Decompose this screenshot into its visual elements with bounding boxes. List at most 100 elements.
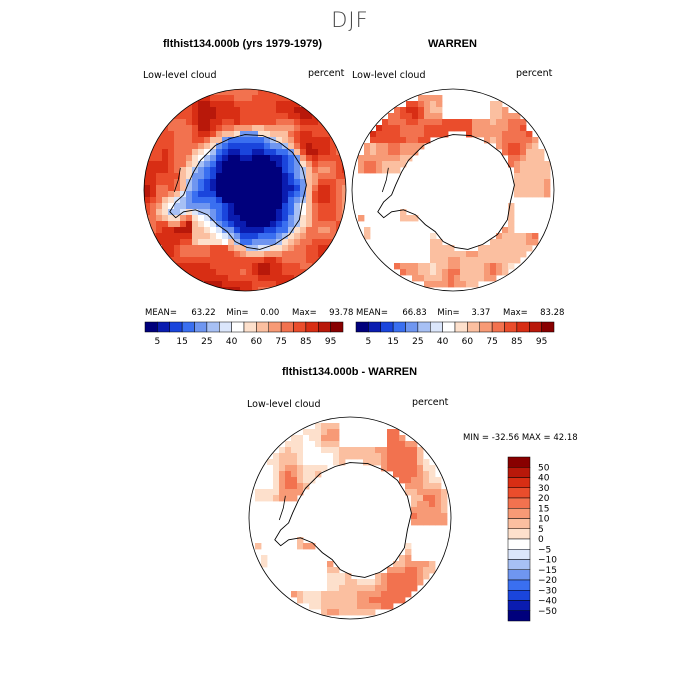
panel2-colorbar-swatch bbox=[380, 321, 394, 333]
panel3-colorbar-swatch bbox=[507, 456, 531, 468]
panel2-colorbar-tick-label: 15 bbox=[387, 337, 398, 347]
panel2-colorbar-swatch bbox=[417, 321, 431, 333]
panel1-colorbar-swatch bbox=[318, 321, 331, 333]
panel3-map bbox=[249, 417, 451, 619]
panel3-colorbar-tick-label: 50 bbox=[538, 463, 550, 473]
panel2-colorbar-swatch bbox=[529, 321, 542, 333]
panel3-colorbar-tick-label: 30 bbox=[538, 484, 550, 494]
panel3-colorbar-swatch bbox=[507, 610, 531, 622]
panel2-max-label: Max= bbox=[503, 308, 528, 318]
panel3-colorbar-tick-label: 5 bbox=[538, 525, 544, 535]
panel2-colorbar-swatch bbox=[392, 321, 406, 333]
panel3-colorbar-tick-label: −10 bbox=[538, 556, 557, 566]
panel1-colorbar-swatch bbox=[169, 321, 183, 333]
panel2-min-label: Min= bbox=[437, 308, 460, 318]
panel3-colorbar-swatch bbox=[507, 590, 531, 601]
panel3-colorbar-swatch bbox=[507, 487, 531, 499]
panel2-colorbar-tick-label: 5 bbox=[366, 337, 372, 347]
panel3-colorbar-swatch bbox=[507, 579, 531, 591]
panel1-colorbar-swatch bbox=[194, 321, 208, 333]
panel2-colorbar-swatch bbox=[405, 321, 419, 333]
panel2-title: WARREN bbox=[428, 38, 477, 50]
panel2-mean-label: MEAN= bbox=[356, 308, 388, 318]
panel1-colorbar-tick-label: 15 bbox=[176, 337, 187, 347]
panel3-colorbar-swatch bbox=[507, 600, 531, 611]
panel2-min-value: 3.37 bbox=[471, 308, 491, 318]
panel3-variable-label: Low-level cloud bbox=[247, 399, 321, 410]
panel1-colorbar-swatch bbox=[268, 321, 282, 333]
panel3-colorbar-swatch bbox=[507, 528, 531, 540]
panel3-colorbar-swatch bbox=[507, 477, 531, 488]
panel3-min-max: MIN = -32.56 MAX = 42.18 bbox=[463, 433, 578, 443]
panel2-colorbar-swatch bbox=[504, 321, 518, 333]
panel1-mean-value: 63.22 bbox=[191, 308, 216, 318]
panel3-colorbar-swatch bbox=[507, 467, 531, 478]
panel1-mean-label: MEAN= bbox=[145, 308, 177, 318]
panel2-colorbar-tick-label: 95 bbox=[536, 337, 547, 347]
panel1-colorbar-tick-label: 60 bbox=[251, 337, 263, 347]
panel2-colorbar-swatch bbox=[430, 321, 443, 333]
panel3-colorbar-swatch bbox=[507, 538, 531, 550]
panel1-colorbar-tick-label: 5 bbox=[155, 337, 161, 347]
panel2-map bbox=[352, 89, 554, 291]
panel3-colorbar-swatch bbox=[507, 569, 531, 581]
panel1-colorbar-swatch bbox=[144, 321, 158, 333]
panel3-colorbar-tick-label: 15 bbox=[538, 504, 549, 514]
panel1-min-label: Min= bbox=[226, 308, 249, 318]
panel3-colorbar-swatch bbox=[507, 549, 531, 560]
panel3-colorbar-tick-label: −20 bbox=[538, 576, 557, 586]
panel1-colorbar-tick-label: 95 bbox=[325, 337, 336, 347]
panel2-colorbar-swatch bbox=[454, 321, 468, 333]
panel1-units-label: percent bbox=[308, 68, 345, 79]
panel2-max-value: 83.28 bbox=[540, 308, 565, 318]
panel3-title: flthist134.000b - WARREN bbox=[282, 366, 418, 378]
panel2-colorbar-swatch bbox=[467, 321, 481, 333]
panel2-colorbar-swatch bbox=[491, 321, 505, 333]
panel2-colorbar-tick-label: 75 bbox=[486, 337, 497, 347]
panel1-colorbar-swatch bbox=[219, 321, 232, 333]
panel1-colorbar-swatch bbox=[305, 321, 319, 333]
panel1-colorbar-tick-label: 85 bbox=[300, 337, 311, 347]
panel3-colorbar-tick-label: 0 bbox=[538, 535, 544, 545]
panel2-variable-label: Low-level cloud bbox=[352, 70, 426, 81]
panel1-colorbar-tick-label: 25 bbox=[201, 337, 212, 347]
panel3-colorbar-tick-label: 40 bbox=[538, 474, 550, 484]
panel1-variable-label: Low-level cloud bbox=[143, 70, 217, 81]
panel1-colorbar-swatch bbox=[231, 321, 245, 333]
panel2-colorbar-swatch bbox=[368, 321, 382, 333]
panel3-units-label: percent bbox=[412, 397, 449, 408]
panel1-colorbar-swatch bbox=[293, 321, 307, 333]
panel1-colorbar-tick-label: 75 bbox=[275, 337, 286, 347]
panel2-colorbar-swatch bbox=[516, 321, 530, 333]
panel1-map bbox=[144, 89, 346, 291]
panel3-colorbar-tick-label: −15 bbox=[538, 566, 557, 576]
panel2-colorbar-tick-label: 85 bbox=[511, 337, 522, 347]
panel2-colorbar-swatch bbox=[355, 321, 369, 333]
panel3-colorbar-swatch bbox=[507, 518, 531, 529]
panel3-colorbar-swatch bbox=[507, 497, 531, 509]
panel3-colorbar-tick-label: 20 bbox=[538, 494, 550, 504]
panel1-max-value: 93.78 bbox=[329, 308, 354, 318]
panel3-colorbar-tick-label: 10 bbox=[538, 515, 550, 525]
panel3-colorbar-tick-label: −50 bbox=[538, 607, 557, 617]
panel3-colorbar-swatch bbox=[507, 559, 531, 570]
panel1-min-value: 0.00 bbox=[260, 308, 280, 318]
panel1-stats: MEAN= 63.22 Min= 0.00 Max= 93.78 bbox=[145, 308, 353, 318]
panel3-colorbar-tick-label: −30 bbox=[538, 586, 557, 596]
panel2-colorbar-tick-label: 60 bbox=[462, 337, 474, 347]
figure-title: DJF bbox=[331, 8, 369, 32]
panel1-colorbar-swatch bbox=[330, 321, 344, 333]
panel2-colorbar-tick-label: 40 bbox=[437, 337, 449, 347]
panel3-colorbar-swatch bbox=[507, 508, 531, 519]
panel2-colorbar-swatch bbox=[479, 321, 493, 333]
panel2-stats: MEAN= 66.83 Min= 3.37 Max= 83.28 bbox=[356, 308, 564, 318]
panel1-colorbar-swatch bbox=[280, 321, 294, 333]
panel1-colorbar-swatch bbox=[243, 321, 257, 333]
panel2-units-label: percent bbox=[516, 68, 553, 79]
panel1-colorbar-swatch bbox=[157, 321, 171, 333]
panel1-colorbar-swatch bbox=[206, 321, 220, 333]
panel2-colorbar-swatch bbox=[541, 321, 555, 333]
panel1-max-label: Max= bbox=[292, 308, 317, 318]
panel3-colorbar-tick-label: −5 bbox=[538, 545, 551, 555]
